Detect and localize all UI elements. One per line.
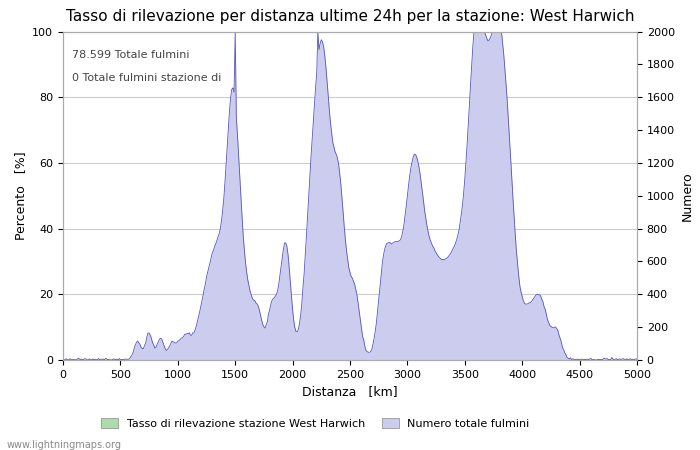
Text: 0 Totale fulmini stazione di: 0 Totale fulmini stazione di	[72, 72, 222, 82]
Text: Tasso di rilevazione per distanza ultime 24h per la stazione: West Harwich: Tasso di rilevazione per distanza ultime…	[66, 9, 634, 24]
Text: www.lightningmaps.org: www.lightningmaps.org	[7, 440, 122, 450]
Legend: Tasso di rilevazione stazione West Harwich, Numero totale fulmini: Tasso di rilevazione stazione West Harwi…	[97, 414, 534, 433]
X-axis label: Distanza   [km]: Distanza [km]	[302, 385, 398, 398]
Text: 78.599 Totale fulmini: 78.599 Totale fulmini	[72, 50, 190, 59]
Y-axis label: Percento   [%]: Percento [%]	[14, 152, 27, 240]
Y-axis label: Numero: Numero	[680, 171, 694, 220]
